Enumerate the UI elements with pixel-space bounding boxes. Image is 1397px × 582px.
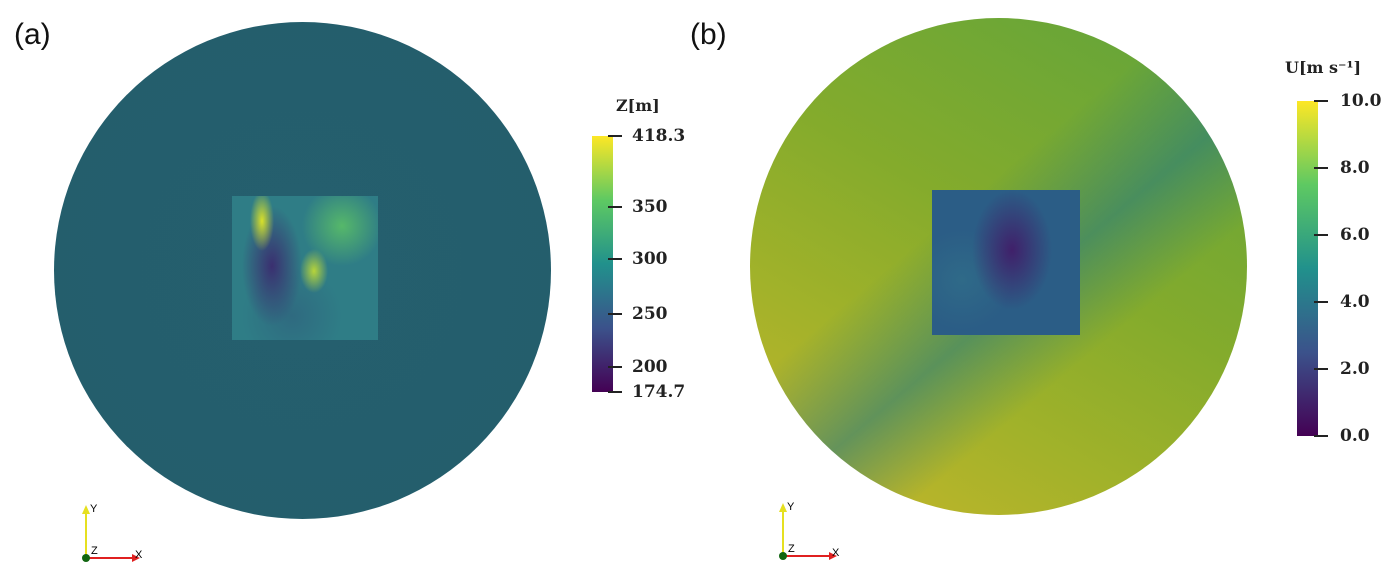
tick-mark: [608, 366, 622, 368]
x-axis-label: X: [135, 549, 143, 561]
tick-mark: [608, 135, 622, 137]
y-axis-label: Y: [787, 501, 795, 513]
panel-b-wake: [932, 190, 1080, 335]
tick-mark: [1314, 100, 1328, 102]
tick-label: 350: [632, 197, 668, 217]
tick-mark: [608, 258, 622, 260]
tick-label: 0.0: [1340, 426, 1370, 446]
tick-label: 200: [632, 357, 668, 377]
panel-a-terrain: [232, 196, 378, 340]
y-axis-label: Y: [90, 503, 98, 515]
z-axis-label: Z: [91, 545, 98, 557]
orientation-axes-a: Y Z X: [82, 503, 143, 562]
panel-a-label: (a): [14, 18, 51, 51]
tick-mark: [1314, 301, 1328, 303]
tick-label: 2.0: [1340, 359, 1370, 379]
tick-label: 8.0: [1340, 158, 1370, 178]
colorbar-a-title: Z[m]: [616, 96, 660, 115]
colorbar-b-title: U[m s⁻¹]: [1285, 58, 1362, 77]
tick-mark: [608, 206, 622, 208]
colorbar-b: [1297, 101, 1318, 436]
orientation-axes-b: Y Z X: [779, 501, 840, 560]
tick-label: 4.0: [1340, 292, 1370, 312]
tick-label: 250: [632, 304, 668, 324]
x-axis-label: X: [832, 547, 840, 559]
colorbar-a: [592, 136, 613, 392]
tick-mark: [1314, 435, 1328, 437]
tick-label: 174.7: [632, 382, 686, 402]
tick-mark: [1314, 368, 1328, 370]
tick-label: 300: [632, 249, 668, 269]
z-axis-label: Z: [788, 543, 795, 555]
tick-mark: [1314, 167, 1328, 169]
tick-label: 10.0: [1340, 91, 1382, 111]
tick-label: 418.3: [632, 126, 686, 146]
tick-mark: [608, 391, 622, 393]
tick-mark: [608, 313, 622, 315]
tick-mark: [1314, 234, 1328, 236]
panel-b-label: (b): [690, 18, 727, 51]
tick-label: 6.0: [1340, 225, 1370, 245]
